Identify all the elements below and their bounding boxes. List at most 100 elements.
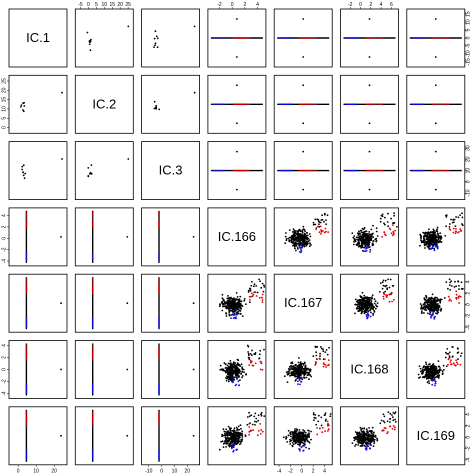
data-point [239, 103, 242, 106]
data-point [316, 218, 319, 221]
data-point [25, 385, 28, 388]
data-point [290, 364, 292, 367]
data-point [433, 364, 435, 367]
data-point [417, 37, 420, 39]
data-point [423, 232, 425, 234]
data-point [458, 285, 460, 287]
panel-frame [273, 406, 333, 466]
tick-label: -4 [465, 325, 471, 330]
data-point [440, 298, 443, 301]
data-point [353, 238, 356, 240]
data-point [438, 369, 441, 372]
data-point [235, 371, 238, 373]
data-point [364, 250, 367, 253]
data-point [437, 234, 439, 237]
data-point [357, 437, 360, 439]
data-point [234, 303, 236, 306]
data-point [22, 109, 24, 111]
data-point [327, 428, 330, 431]
data-point [222, 305, 225, 307]
data-point [355, 436, 358, 439]
data-point [297, 439, 300, 442]
data-point [237, 169, 240, 172]
data-point [451, 346, 454, 348]
data-point [378, 291, 381, 293]
data-point [441, 372, 444, 374]
data-point [362, 297, 365, 299]
data-point [250, 361, 253, 364]
data-point [308, 245, 311, 248]
data-point [360, 236, 363, 239]
data-point [368, 231, 371, 233]
data-point [227, 307, 230, 309]
data-point [224, 302, 227, 305]
tick-label: 20 [185, 468, 191, 474]
data-point [292, 235, 295, 238]
data-point [434, 380, 437, 383]
data-point [356, 435, 359, 438]
data-point [370, 306, 373, 309]
data-point [229, 360, 232, 362]
data-point [231, 308, 234, 311]
data-point [308, 169, 310, 172]
data-point [241, 375, 244, 377]
data-point [361, 231, 363, 234]
data-point [382, 291, 385, 294]
data-point [261, 299, 264, 301]
data-point [452, 231, 455, 234]
data-point [362, 302, 365, 305]
data-point [310, 244, 312, 246]
data-point [425, 296, 428, 299]
data-point [294, 231, 297, 234]
data-point [371, 233, 374, 235]
data-point [91, 451, 94, 454]
data-point [294, 439, 297, 442]
data-point [367, 37, 370, 39]
data-point [295, 238, 297, 241]
panel-frame [74, 207, 134, 267]
data-point [384, 216, 386, 219]
data-point [375, 237, 378, 240]
data-point [224, 436, 227, 439]
data-point [368, 188, 371, 191]
data-point [419, 169, 422, 172]
data-point [91, 285, 94, 287]
data-point [226, 430, 229, 433]
data-point [358, 308, 361, 310]
data-point [238, 303, 241, 306]
data-point [91, 251, 94, 253]
data-point [304, 237, 307, 240]
data-point [248, 301, 251, 304]
data-point [370, 169, 372, 172]
data-point [299, 37, 302, 39]
data-point [440, 241, 442, 244]
data-point [389, 278, 392, 281]
data-point [286, 441, 289, 443]
data-point [365, 169, 368, 172]
data-point [241, 37, 244, 39]
data-point [25, 321, 28, 324]
data-point [379, 220, 382, 223]
data-point [423, 301, 426, 304]
data-point [355, 443, 357, 446]
data-point [302, 240, 304, 242]
data-point [367, 313, 370, 316]
data-point [293, 243, 295, 246]
data-point [219, 103, 221, 106]
data-point [247, 354, 250, 357]
data-point [312, 221, 315, 224]
data-point [363, 232, 366, 235]
data-point [158, 389, 160, 392]
data-point [314, 169, 317, 172]
data-point [440, 37, 443, 39]
data-point [158, 223, 160, 226]
data-point [367, 302, 370, 305]
data-point [246, 423, 249, 426]
data-point [290, 371, 293, 373]
data-point [248, 358, 251, 361]
data-point [433, 318, 436, 320]
data-point [356, 305, 359, 308]
data-point [233, 430, 236, 432]
data-point [308, 371, 310, 374]
data-point [232, 377, 235, 379]
